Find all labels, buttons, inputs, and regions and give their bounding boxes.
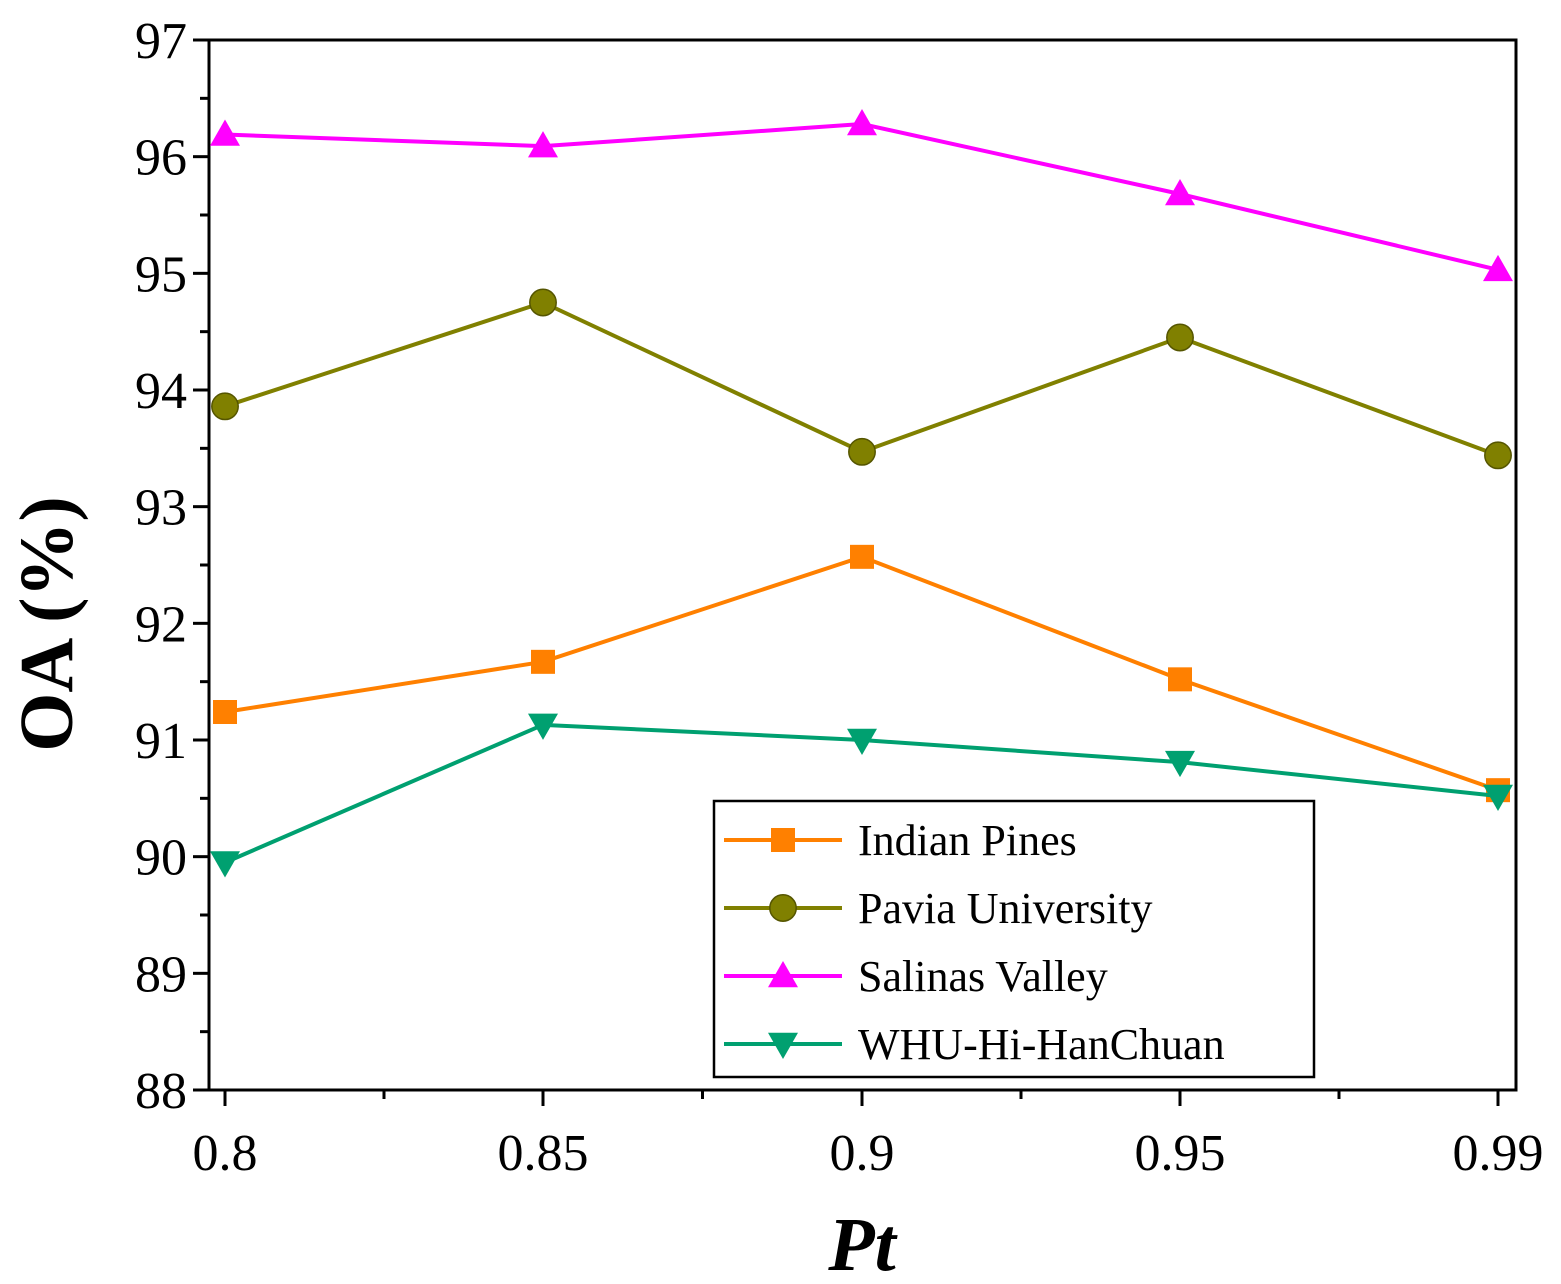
x-tick-label: 0.85	[498, 1125, 589, 1182]
legend-item-indian-pines: Indian Pines	[724, 816, 1077, 865]
y-tick-label: 92	[135, 596, 187, 653]
series-pavia-university	[211, 288, 1512, 470]
legend-box	[712, 799, 1316, 1079]
data-point-whu-hi-hanchuan	[847, 728, 877, 755]
x-tick-label: 0.95	[1135, 1125, 1226, 1182]
legend-marker	[768, 1032, 798, 1059]
legend-label: Indian Pines	[858, 816, 1077, 865]
legend-item-salinas-valley: Salinas Valley	[724, 952, 1108, 1001]
data-point-whu-hi-hanchuan	[1165, 750, 1195, 778]
data-point-pavia-university	[1166, 323, 1194, 352]
series-layer	[210, 109, 1513, 878]
data-point-indian-pines	[213, 700, 237, 724]
data-point-salinas-valley	[847, 109, 877, 136]
y-tick-label: 94	[135, 363, 187, 420]
data-point-whu-hi-hanchuan	[1483, 784, 1513, 811]
data-point-salinas-valley	[1165, 179, 1195, 206]
data-point-indian-pines	[1168, 667, 1192, 692]
x-tick-label: 0.8	[193, 1125, 258, 1182]
x-tick-label: 0.9	[830, 1125, 895, 1182]
x-axis-label: Pt	[827, 1203, 898, 1284]
y-tick-label: 96	[135, 130, 187, 187]
legend-label: Salinas Valley	[858, 952, 1108, 1001]
legend-marker	[769, 894, 797, 922]
legend: Indian Pines Pavia University Salinas Vall…	[712, 799, 1316, 1079]
y-tick-label: 97	[135, 13, 187, 70]
legend-marker	[771, 828, 795, 852]
x-axis: 0.8 0.85 0.9 0.95 0.99	[193, 1090, 1544, 1182]
y-tick-label: 91	[135, 713, 187, 770]
y-tick-label: 89	[135, 946, 187, 1003]
x-tick-label: 0.99	[1453, 1125, 1544, 1182]
y-tick-label: 88	[135, 1063, 187, 1120]
data-point-whu-hi-hanchuan	[210, 851, 240, 878]
data-point-pavia-university	[211, 392, 239, 421]
y-tick-label: 90	[135, 830, 187, 887]
legend-item-whu-hi-hanchuan: WHU-Hi-HanChuan	[724, 1020, 1225, 1069]
y-tick-label: 95	[135, 246, 187, 303]
data-point-salinas-valley	[210, 119, 240, 146]
series-line-pavia-university	[224, 300, 1499, 458]
series-salinas-valley	[210, 109, 1513, 282]
data-point-pavia-university	[529, 288, 557, 317]
legend-label: Pavia University	[858, 884, 1153, 933]
y-axis-label: OA (%)	[5, 496, 89, 751]
data-point-whu-hi-hanchuan	[528, 713, 558, 740]
y-axis: 88 89 90 91 92 93 94 95 96 97	[135, 13, 209, 1120]
series-line-salinas-valley	[224, 121, 1499, 272]
data-point-salinas-valley	[1483, 254, 1513, 282]
data-point-pavia-university	[1484, 441, 1512, 470]
data-point-indian-pines	[850, 544, 874, 569]
series-whu-hi-hanchuan	[210, 713, 1513, 878]
legend-marker	[768, 961, 798, 988]
series-line-indian-pines	[224, 554, 1499, 793]
data-point-salinas-valley	[528, 131, 558, 158]
data-point-pavia-university	[848, 437, 876, 466]
legend-item-pavia-university: Pavia University	[724, 884, 1153, 933]
series-indian-pines	[213, 544, 1510, 803]
y-tick-label: 93	[135, 480, 187, 537]
legend-label: WHU-Hi-HanChuan	[858, 1020, 1225, 1069]
data-point-indian-pines	[531, 649, 555, 674]
